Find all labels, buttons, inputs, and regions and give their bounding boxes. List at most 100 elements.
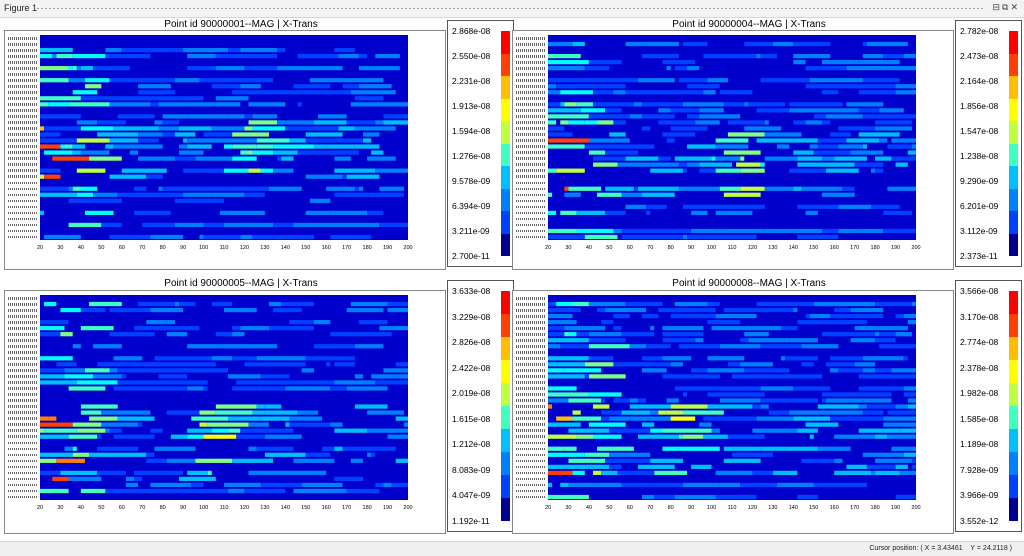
heatmap-cell bbox=[40, 186, 69, 191]
heatmap-cell bbox=[40, 452, 73, 457]
heatmap-cell bbox=[801, 228, 822, 234]
heatmap-cell bbox=[40, 326, 65, 331]
heatmap-cell bbox=[862, 398, 892, 403]
heatmap-cell bbox=[691, 464, 712, 469]
heatmap-cell bbox=[883, 53, 904, 59]
heatmap-cell bbox=[797, 156, 822, 161]
heatmap-cell bbox=[273, 66, 278, 71]
heatmap-cell bbox=[809, 78, 847, 83]
heatmap-cell bbox=[322, 150, 343, 155]
heatmap-cell bbox=[687, 428, 712, 433]
heatmap-cell bbox=[744, 41, 773, 47]
heatmap-cell bbox=[40, 102, 49, 107]
heatmap-cell bbox=[752, 428, 777, 433]
heatmap-cell bbox=[264, 404, 282, 409]
panel-1-plot[interactable]: 20 30 40 50 60 70 80 90 100 110 120 130 140 150 160 170… bbox=[4, 30, 446, 270]
heatmap-cell bbox=[248, 102, 286, 107]
y-row-label-mark bbox=[8, 181, 38, 185]
heatmap-cell bbox=[625, 90, 630, 95]
heatmap-cell bbox=[736, 162, 761, 167]
y-row-label-mark bbox=[8, 157, 38, 161]
heatmap-cell bbox=[862, 368, 876, 373]
heatmap-cell bbox=[903, 53, 916, 59]
heatmap-cell bbox=[129, 410, 151, 415]
heatmap-cell bbox=[883, 228, 916, 234]
heatmap-cell bbox=[313, 320, 331, 325]
heatmap-cell bbox=[72, 186, 81, 191]
heatmap-cell bbox=[350, 102, 380, 107]
y-row-label-mark bbox=[516, 393, 546, 396]
panel-2-plot[interactable]: 20 30 40 50 60 70 80 90 100 110 120 130 140 150 160 170… bbox=[512, 30, 954, 270]
heatmap-cell bbox=[203, 234, 229, 240]
y-row-label-mark bbox=[8, 302, 38, 306]
heatmap-cell bbox=[609, 416, 630, 421]
heatmap-cell bbox=[273, 222, 294, 228]
heatmap-cell bbox=[277, 326, 302, 331]
heatmap-cell bbox=[97, 96, 102, 101]
heatmap-cell bbox=[240, 428, 257, 433]
heatmap-cell bbox=[334, 168, 376, 173]
heatmap-cell bbox=[879, 204, 900, 209]
heatmap-cell bbox=[166, 320, 175, 325]
heatmap-cell bbox=[707, 392, 732, 397]
heatmap-cell bbox=[346, 138, 364, 143]
heatmap-cell bbox=[895, 374, 916, 379]
heatmap-cell bbox=[838, 307, 851, 313]
heatmap-cell bbox=[548, 344, 561, 349]
heatmap-cell bbox=[281, 156, 294, 161]
panel-2-heatmap bbox=[548, 35, 916, 240]
heatmap-cell bbox=[375, 120, 384, 125]
cursor-x-label: X = bbox=[924, 545, 936, 552]
x-tick-label: 60 bbox=[118, 245, 125, 251]
heatmap-cell bbox=[334, 380, 376, 385]
heatmap-cell bbox=[846, 138, 876, 143]
panel-4-plot[interactable]: 20 30 40 50 60 70 80 90 100 110 120 130 140 150 160 170… bbox=[512, 290, 954, 534]
heatmap-cell bbox=[588, 338, 626, 343]
heatmap-cell bbox=[687, 234, 724, 240]
heatmap-cell bbox=[40, 96, 81, 101]
x-tick-label: 80 bbox=[667, 505, 674, 511]
heatmap-cell bbox=[248, 186, 269, 191]
heatmap-cell bbox=[162, 192, 184, 197]
close-icon[interactable]: ✕ bbox=[1010, 2, 1020, 12]
x-tick-label: 40 bbox=[585, 245, 592, 251]
heatmap-cell bbox=[732, 404, 753, 409]
heatmap-cell bbox=[187, 144, 212, 149]
heatmap-cell bbox=[187, 434, 204, 439]
y-row-label-mark bbox=[516, 151, 546, 155]
heatmap-cell bbox=[305, 234, 314, 240]
heatmap-cell bbox=[203, 386, 208, 391]
panel-3-plot[interactable]: 20 30 40 50 60 70 80 90 100 110 120 130 140 150 160 170… bbox=[4, 290, 446, 534]
colorbar-segment bbox=[1009, 188, 1018, 211]
heatmap-cell bbox=[548, 120, 557, 125]
heatmap-cell bbox=[367, 428, 408, 433]
heatmap-cell bbox=[707, 344, 720, 349]
y-row-label-mark bbox=[8, 109, 38, 112]
heatmap-cell bbox=[576, 78, 606, 83]
heatmap-cell bbox=[564, 192, 581, 197]
heatmap-cell bbox=[260, 482, 282, 488]
colorbar-segment bbox=[501, 31, 510, 54]
heatmap-cell bbox=[354, 374, 364, 379]
heatmap-cell bbox=[273, 144, 314, 149]
heatmap-cell bbox=[817, 404, 843, 409]
y-row-label-mark bbox=[8, 42, 38, 46]
heatmap-cell bbox=[256, 404, 265, 409]
y-row-label-mark bbox=[516, 205, 546, 209]
colorbar-segment bbox=[1009, 53, 1018, 76]
figure-canvas[interactable]: Point id 90000001--MAG | X-Trans 20 30 40 5… bbox=[0, 18, 1024, 541]
heatmap-cell bbox=[121, 168, 130, 173]
heatmap-cell bbox=[719, 398, 761, 403]
heatmap-cell bbox=[797, 428, 818, 433]
heatmap-cell bbox=[568, 428, 598, 433]
y-row-label-mark bbox=[8, 127, 38, 130]
heatmap-cell bbox=[232, 326, 241, 331]
undock-icon[interactable]: ⧉ bbox=[1002, 2, 1011, 12]
heatmap-cell bbox=[260, 374, 290, 379]
dock-icon[interactable]: ⊟ bbox=[992, 2, 1003, 12]
heatmap-cell bbox=[699, 168, 716, 173]
heatmap-cell bbox=[72, 90, 98, 95]
heatmap-cell bbox=[44, 301, 57, 307]
drag-grip[interactable] bbox=[36, 7, 984, 10]
heatmap-cell bbox=[548, 356, 589, 361]
